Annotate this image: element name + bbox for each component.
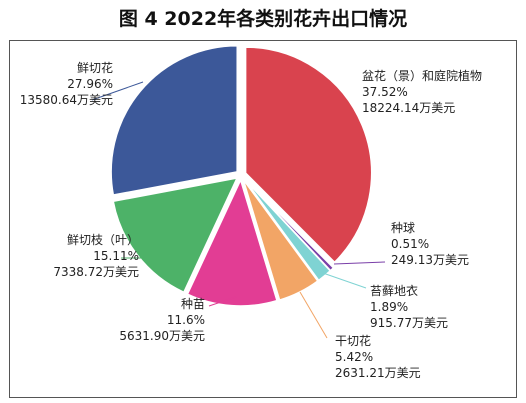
slice-label: 鲜切花 27.96% 13580.64万美元 xyxy=(20,60,113,107)
leader-line xyxy=(299,291,328,339)
slice-label: 苔藓地衣 1.89% 915.77万美元 xyxy=(370,283,448,330)
slice-name-label: 鲜切枝（叶） xyxy=(67,232,139,247)
pie-slice xyxy=(243,178,332,282)
slice-label: 种苗 11.6% 5631.90万美元 xyxy=(119,297,205,343)
slice-percent-label: 15.11% xyxy=(93,249,139,263)
slice-percent-label: 27.96% xyxy=(67,77,113,91)
slice-percent-label: 0.51% xyxy=(391,237,429,251)
pie-slice xyxy=(242,179,319,302)
slice-name-label: 苔藓地衣 xyxy=(370,283,418,298)
slice-value-label: 18224.14万美元 xyxy=(362,101,455,115)
leader-line xyxy=(333,261,386,265)
slice-name-label: 种球 xyxy=(391,221,415,235)
leader-line xyxy=(208,296,237,307)
slice-name-label: 干切花 xyxy=(335,333,371,348)
leader-line xyxy=(319,271,367,289)
slice-percent-label: 37.52% xyxy=(362,85,408,99)
slice-name-label: 盆花（景）和庭院植物 xyxy=(362,68,482,83)
slice-percent-label: 1.89% xyxy=(370,300,408,314)
slice-label: 种球 0.51% 249.13万美元 xyxy=(391,221,469,267)
pie-slice xyxy=(110,45,238,196)
chart-frame xyxy=(9,40,517,398)
leader-line xyxy=(91,81,144,101)
slice-percent-label: 5.42% xyxy=(335,350,373,364)
slice-name-label: 鲜切花 xyxy=(77,60,113,75)
pie-slice xyxy=(112,177,239,294)
slice-value-label: 5631.90万美元 xyxy=(119,329,205,343)
slice-value-label: 7338.72万美元 xyxy=(53,265,139,279)
pie-slice xyxy=(244,46,373,264)
slice-percent-label: 11.6% xyxy=(167,313,205,327)
slice-value-label: 2631.21万美元 xyxy=(335,366,421,380)
slice-name-label: 种苗 xyxy=(181,297,205,311)
slice-value-label: 915.77万美元 xyxy=(370,316,448,330)
slice-label: 盆花（景）和庭院植物 37.52% 18224.14万美元 xyxy=(362,68,482,115)
slice-value-label: 13580.64万美元 xyxy=(20,93,113,107)
slice-label: 鲜切枝（叶） 15.11% 7338.72万美元 xyxy=(53,232,139,279)
slice-value-label: 249.13万美元 xyxy=(391,253,469,267)
pie-slice xyxy=(186,177,278,307)
slice-label: 干切花 5.42% 2631.21万美元 xyxy=(335,333,421,380)
chart-title: 图 4 2022年各类别花卉出口情况 xyxy=(118,8,408,30)
